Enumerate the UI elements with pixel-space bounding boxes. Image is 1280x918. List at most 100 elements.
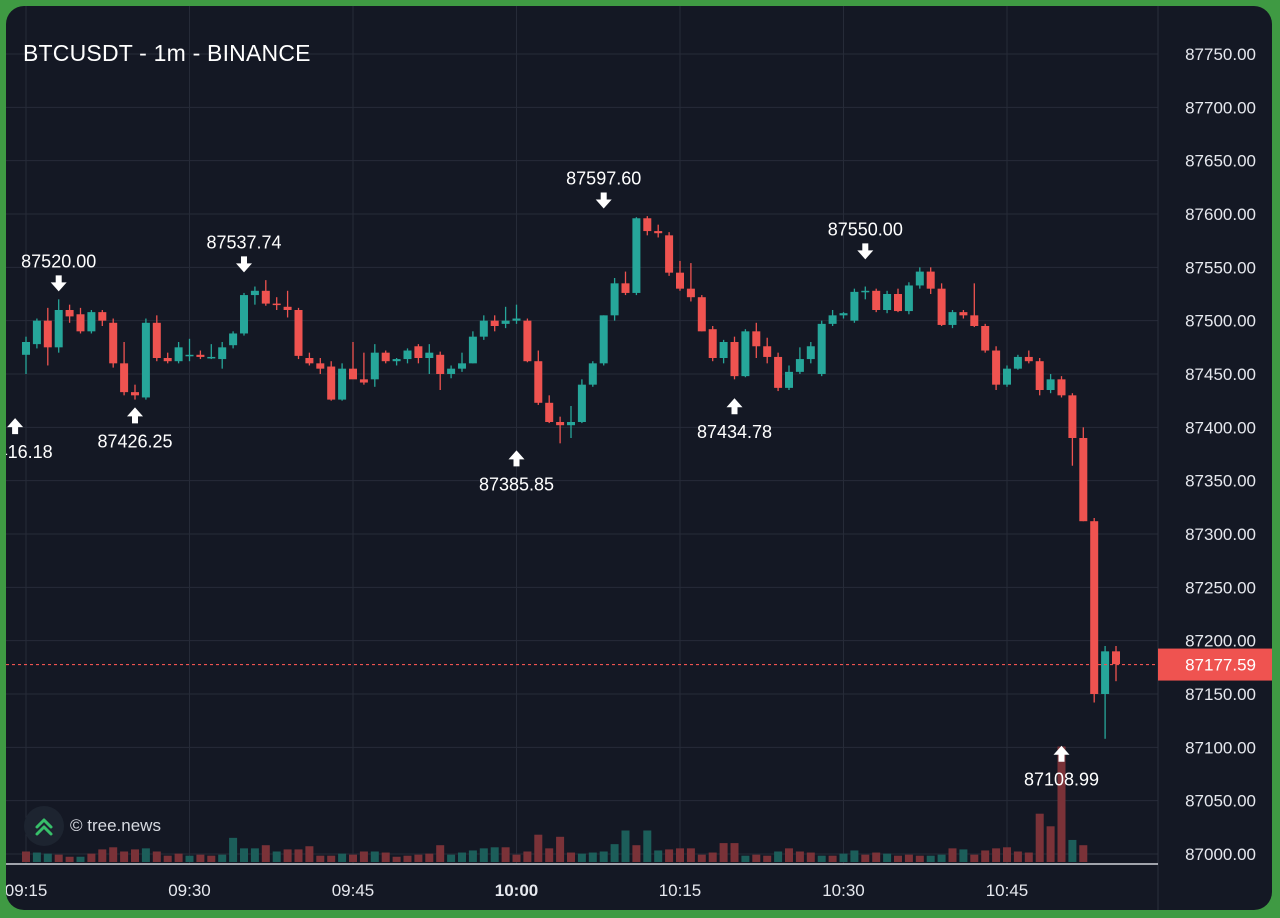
volume-bar [501,847,510,862]
candle-body [1046,379,1055,390]
volume-bar [240,848,248,862]
candle [22,336,30,374]
candle-body [185,354,194,357]
candle-body [141,322,150,398]
volume-bar [828,855,837,862]
volume-bar [567,852,575,862]
volume-bar [403,855,412,862]
candle [654,224,663,238]
candle-body [294,310,303,356]
candle-body [719,342,728,358]
candle-body [240,295,248,334]
volume-bar [534,834,543,862]
candle-body [894,294,902,312]
candle-body [534,361,543,403]
candle-body [795,359,804,372]
candle [632,217,641,296]
candle [1112,646,1120,682]
candle [283,290,292,318]
volume-bar [959,849,968,862]
tree-news-logo-icon [24,806,64,846]
candle [468,331,477,364]
candle-body [414,346,423,358]
candle [98,310,107,326]
candle-body [54,310,63,348]
volume-bar [883,853,892,862]
candle-body [861,290,870,293]
low-price-label: 87385.85 [479,474,554,494]
arrow-down-icon [857,243,874,260]
candle [76,307,85,334]
candle-body [850,291,859,321]
volume-bar [98,849,107,862]
candle-body [1024,356,1033,362]
candle [948,310,957,329]
candle [719,339,728,364]
candle [152,315,161,362]
volume-bar [632,845,641,862]
volume-bar [229,837,238,862]
volume-bar [665,849,674,862]
candle [479,315,488,340]
candle-body [1112,651,1120,665]
candle-body [359,379,368,383]
volume-bar [850,850,859,862]
high-price-label: 87537.74 [206,232,281,252]
candle-body [272,303,281,306]
volume-bar [861,854,870,862]
candle-body [207,356,216,359]
candle-body [915,271,924,286]
candle [512,304,521,324]
high-price-label: 87520.00 [21,251,96,271]
volume-bar [992,848,1001,862]
price-tick-label: 87600.00 [1185,205,1256,224]
candle-body [43,320,52,348]
candle [643,216,652,236]
volume-bar [556,836,565,862]
volume-bar [316,855,325,862]
volume-bar [839,853,848,862]
current-price-tag [1158,648,1272,681]
low-price-label: 87434.78 [697,422,772,442]
volume-bar [141,848,150,862]
candle-body [577,384,586,422]
candle-body [1068,395,1077,438]
candle-body [458,363,466,369]
volume-bar [359,851,368,862]
candle-body [490,320,499,326]
volume-bar [686,848,695,862]
candle-body [643,218,652,232]
candle [207,344,216,360]
candle-body [1090,521,1099,694]
candle [174,342,183,364]
candlestick-chart[interactable]: 87750.00 87700.00 87650.00 87600.00 87550.00… [6,6,1272,910]
volume-bar [730,843,739,862]
volume-bar [76,856,85,862]
volume-bar [1013,851,1022,862]
volume-bar [436,845,445,862]
candle [697,295,706,332]
candle [774,352,783,392]
volume-bar [349,854,357,862]
candle [556,416,565,444]
volume-bar [926,855,935,862]
volume-bar [131,849,139,862]
price-tick-label: 87050.00 [1185,792,1256,811]
candle [904,282,913,315]
volume-bar [937,854,946,862]
volume-bar [1003,847,1011,862]
candle [458,352,466,372]
candle [937,283,946,326]
volume-bar [261,845,270,862]
candle [1057,376,1066,398]
volume-bar [327,855,336,862]
candle [131,384,139,400]
volume-bar [970,854,979,862]
candle-body [763,346,772,357]
candle-body [839,313,848,316]
volume-bar [1079,845,1088,862]
candle [839,312,848,319]
volume-bar [948,848,957,862]
volume-bar [894,855,902,862]
volume-bar [425,853,434,862]
